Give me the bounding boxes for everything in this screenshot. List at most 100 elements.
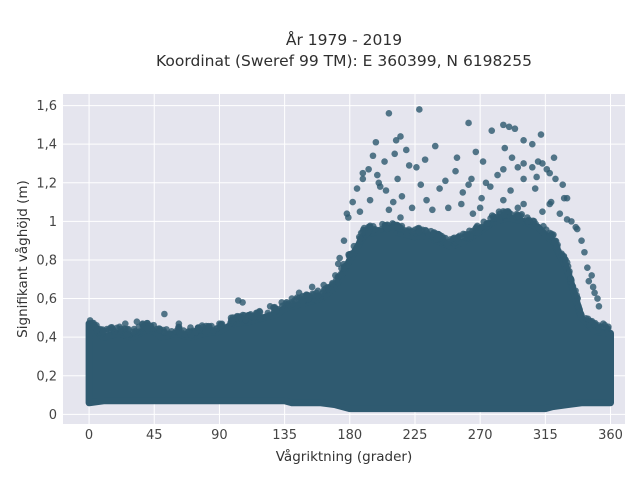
y-axis-label: Signifikant våghöjd (m) <box>14 180 31 338</box>
data-point <box>514 164 522 171</box>
data-point <box>143 324 151 332</box>
data-point <box>205 322 212 330</box>
data-point <box>550 154 558 161</box>
data-point <box>397 133 404 140</box>
data-point <box>578 237 585 244</box>
data-point <box>210 327 217 334</box>
data-point <box>552 175 559 183</box>
data-point <box>463 231 471 238</box>
data-point <box>505 123 513 131</box>
data-point <box>348 250 356 257</box>
data-point <box>495 215 503 223</box>
data-point <box>459 189 467 196</box>
data-point <box>337 270 344 278</box>
y-tick-label: 0,8 <box>36 253 57 268</box>
x-tick-label: 135 <box>272 428 297 443</box>
data-point <box>577 310 585 318</box>
data-point <box>531 185 539 192</box>
data-point <box>562 256 569 263</box>
data-point <box>528 140 536 148</box>
data-point <box>369 152 377 160</box>
data-point <box>216 320 223 327</box>
data-point <box>469 210 477 217</box>
data-point <box>581 248 588 256</box>
data-point <box>381 158 388 165</box>
data-point <box>417 181 425 189</box>
data-point <box>594 295 601 302</box>
data-point <box>121 320 129 327</box>
data-point <box>353 185 361 192</box>
y-tick-label: 1 <box>49 215 57 230</box>
data-point <box>264 309 272 317</box>
data-point <box>340 237 348 244</box>
data-point <box>468 175 475 183</box>
data-point <box>308 283 316 291</box>
data-point <box>366 196 374 204</box>
x-tick-label: 225 <box>403 428 428 443</box>
data-point <box>591 289 598 297</box>
x-tick-label: 360 <box>598 428 623 443</box>
data-point <box>520 200 527 208</box>
data-point <box>444 204 452 212</box>
data-point <box>443 240 451 247</box>
x-tick-label: 0 <box>85 428 93 443</box>
data-point <box>511 125 519 133</box>
x-tick-label: 270 <box>468 428 493 443</box>
data-point <box>514 204 522 212</box>
data-point <box>442 177 449 185</box>
data-point <box>415 228 423 236</box>
data-point <box>295 289 303 297</box>
data-point <box>452 167 459 175</box>
data-point <box>546 233 554 240</box>
data-point <box>453 154 461 161</box>
data-point <box>345 214 352 221</box>
axis-ticks: 0 45 90 135 180 225 270 315 360 0 0,2 0,4 0,6 0,8 1 1,2… <box>36 99 623 443</box>
data-point <box>340 265 348 272</box>
data-point <box>456 232 463 240</box>
data-point <box>334 260 342 268</box>
data-point <box>423 196 430 204</box>
data-point <box>546 169 553 177</box>
data-point <box>405 162 413 169</box>
data-point <box>389 198 397 206</box>
data-point <box>391 150 398 158</box>
data-point <box>539 160 546 167</box>
data-point <box>523 214 531 221</box>
data-point <box>398 192 406 200</box>
data-point <box>227 314 235 322</box>
data-point <box>349 198 356 206</box>
data-point <box>385 206 393 214</box>
data-point <box>329 279 336 287</box>
y-tick-label: 0,6 <box>36 292 57 307</box>
data-point <box>320 281 328 289</box>
data-point <box>595 324 603 332</box>
data-point <box>507 187 514 194</box>
data-point <box>508 154 516 161</box>
data-point <box>573 225 581 233</box>
data-point <box>556 210 564 217</box>
data-point <box>573 291 580 299</box>
data-point <box>394 175 401 183</box>
x-tick-label: 45 <box>146 428 163 443</box>
data-point <box>482 179 490 187</box>
data-point <box>99 328 107 336</box>
data-point <box>575 303 582 310</box>
data-point <box>161 310 168 318</box>
data-point <box>139 320 146 327</box>
data-point <box>175 320 183 327</box>
data-point <box>382 187 390 194</box>
y-tick-label: 0 <box>49 408 57 423</box>
data-point <box>584 315 592 323</box>
data-point <box>494 171 501 179</box>
data-point <box>465 181 472 189</box>
data-point <box>488 212 496 219</box>
data-point <box>429 206 436 214</box>
data-point <box>500 196 507 204</box>
y-tick-label: 0,4 <box>36 331 57 346</box>
data-point <box>595 302 603 310</box>
data-point <box>408 204 416 212</box>
data-point <box>520 175 527 183</box>
data-point <box>413 164 420 171</box>
data-point <box>198 322 206 329</box>
